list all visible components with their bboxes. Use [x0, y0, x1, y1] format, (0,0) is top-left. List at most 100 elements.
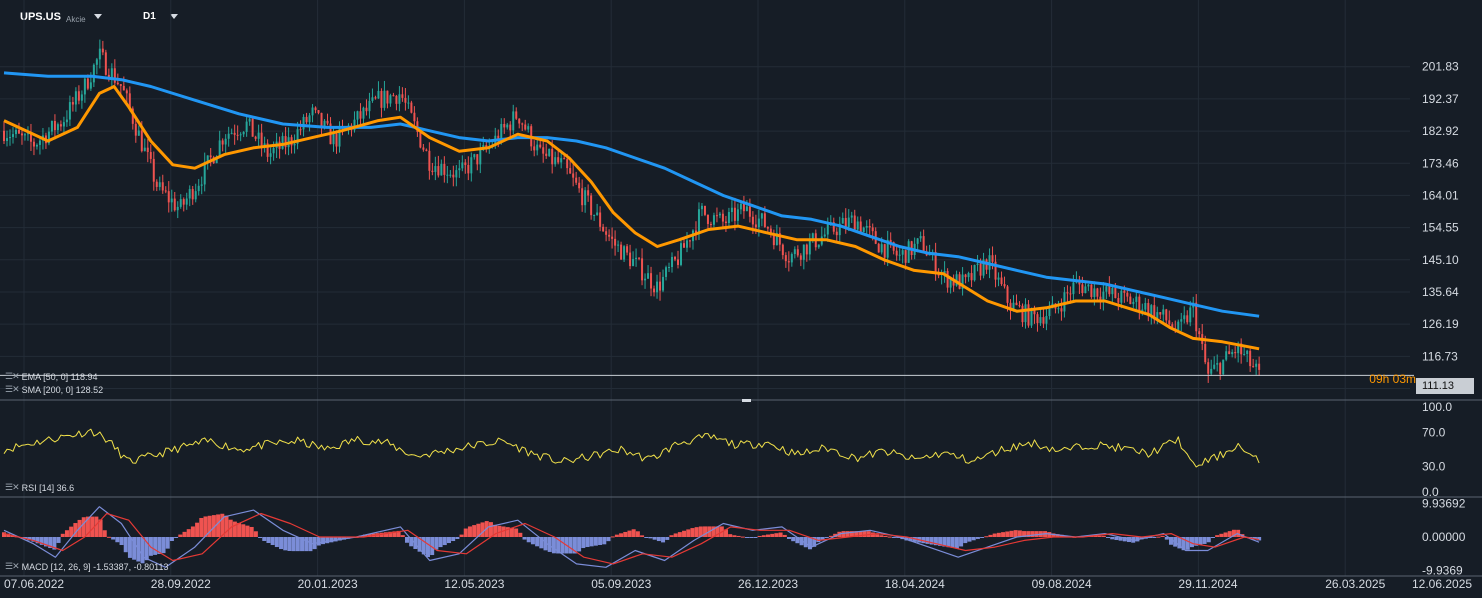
candle-body	[1120, 290, 1123, 303]
candle-body	[1153, 305, 1156, 320]
candle-body	[1165, 309, 1168, 321]
candle-body	[1033, 308, 1036, 315]
candle-body	[35, 144, 38, 147]
price-axis-label: 126.19	[1422, 317, 1459, 331]
candle-body	[503, 124, 506, 128]
macd-signal-line	[3, 512, 1260, 565]
candle-body	[254, 136, 257, 139]
macd-histogram-bar	[560, 537, 565, 554]
candle-body	[605, 231, 608, 235]
candle-body	[706, 214, 709, 224]
settings-menu-icon[interactable]: ☰✕	[5, 371, 20, 381]
macd-histogram-bar	[556, 537, 561, 554]
candle-body	[1132, 301, 1135, 304]
symbol-dropdown-chevron-icon[interactable]	[94, 14, 102, 19]
candle-body	[86, 78, 89, 89]
candle-body	[1063, 292, 1066, 312]
candle-body	[3, 130, 5, 142]
macd-histogram-bar	[568, 537, 573, 554]
ema-legend[interactable]: ☰✕ EMA [50, 0] 118.94	[5, 371, 98, 382]
macd-histogram-bar	[673, 533, 678, 537]
candle-body	[308, 115, 311, 123]
candle-body	[1237, 343, 1240, 354]
settings-menu-icon[interactable]: ☰✕	[5, 561, 20, 571]
macd-histogram-bar	[736, 535, 741, 537]
candle-body	[509, 124, 512, 131]
candle-body	[919, 236, 922, 239]
macd-histogram-bar	[635, 531, 640, 537]
candle-body	[182, 199, 185, 205]
candle-body	[317, 110, 320, 113]
macd-histogram-bar	[102, 530, 107, 537]
candle-body	[656, 281, 659, 293]
macd-histogram-bar	[828, 535, 833, 537]
candle-body	[335, 133, 338, 147]
macd-histogram-bar	[266, 537, 271, 543]
macd-histogram-bar	[774, 533, 779, 537]
candle-body	[338, 126, 341, 147]
candle-body	[557, 157, 560, 163]
candle-body	[551, 148, 554, 165]
candle-body	[320, 112, 323, 128]
candle-body	[542, 147, 545, 154]
candle-body	[775, 233, 778, 246]
timeframe-label[interactable]: D1	[143, 11, 156, 22]
candle-body	[554, 157, 557, 165]
macd-histogram-bar	[975, 537, 980, 539]
candle-body	[1084, 286, 1087, 294]
macd-histogram-bar	[195, 522, 200, 537]
candle-body	[712, 215, 715, 225]
candle-body	[1210, 368, 1213, 374]
macd-histogram-bar	[1223, 532, 1228, 537]
candle-body	[1246, 350, 1249, 354]
settings-menu-icon[interactable]: ☰✕	[5, 482, 20, 492]
symbol-label[interactable]: UPS.US	[20, 11, 61, 23]
candle-body	[257, 132, 260, 139]
candle-body	[937, 274, 940, 276]
rsi-legend[interactable]: ☰✕ RSI [14] 36.6	[5, 482, 74, 493]
macd-histogram-bar	[363, 534, 368, 537]
settings-menu-icon[interactable]: ☰✕	[5, 384, 20, 394]
timeframe-dropdown-chevron-icon[interactable]	[170, 14, 178, 19]
macd-histogram-bar	[132, 537, 137, 560]
macd-histogram-bar	[367, 534, 372, 537]
macd-histogram-bar	[1152, 537, 1157, 538]
macd-histogram-bar	[879, 535, 884, 537]
sma-legend[interactable]: ☰✕ SMA [200, 0] 128.52	[5, 384, 103, 395]
candle-body	[407, 102, 410, 104]
candle-body	[626, 246, 629, 253]
macd-histogram-bar	[644, 537, 649, 538]
macd-histogram-bar	[295, 537, 300, 552]
candle-body	[374, 97, 377, 99]
pane-resize-handle[interactable]	[742, 399, 751, 402]
macd-legend[interactable]: ☰✕ MACD [12, 26, 9] -1.53387, -0.80113	[5, 561, 169, 572]
macd-histogram-bar	[938, 537, 943, 546]
macd-histogram-bar	[703, 526, 708, 537]
macd-histogram-bar	[39, 537, 44, 545]
candle-body	[796, 249, 799, 256]
macd-histogram-bar	[153, 537, 158, 555]
macd-histogram-bar	[413, 537, 418, 549]
candle-body	[1081, 284, 1084, 294]
macd-histogram-bar	[1051, 533, 1056, 537]
candle-body	[224, 138, 227, 145]
candle-body	[1003, 284, 1006, 287]
macd-histogram-bar	[1181, 537, 1186, 551]
candle-body	[674, 256, 677, 260]
macd-histogram-bar	[1009, 530, 1014, 537]
macd-histogram-bar	[963, 537, 968, 544]
macd-histogram-bar	[841, 531, 846, 537]
candle-body	[787, 261, 790, 263]
macd-histogram-bar	[1189, 537, 1194, 548]
macd-histogram-bar	[383, 532, 388, 537]
candle-body	[1168, 320, 1171, 325]
macd-histogram-bar	[1252, 537, 1257, 540]
time-axis-label: 28.09.2022	[151, 577, 211, 591]
macd-histogram-bar	[291, 537, 296, 552]
price-axis-label: 145.10	[1422, 253, 1459, 267]
macd-histogram-bar	[1147, 537, 1152, 539]
candle-body	[500, 124, 503, 142]
macd-histogram-bar	[585, 537, 590, 548]
candle-body	[889, 239, 892, 243]
